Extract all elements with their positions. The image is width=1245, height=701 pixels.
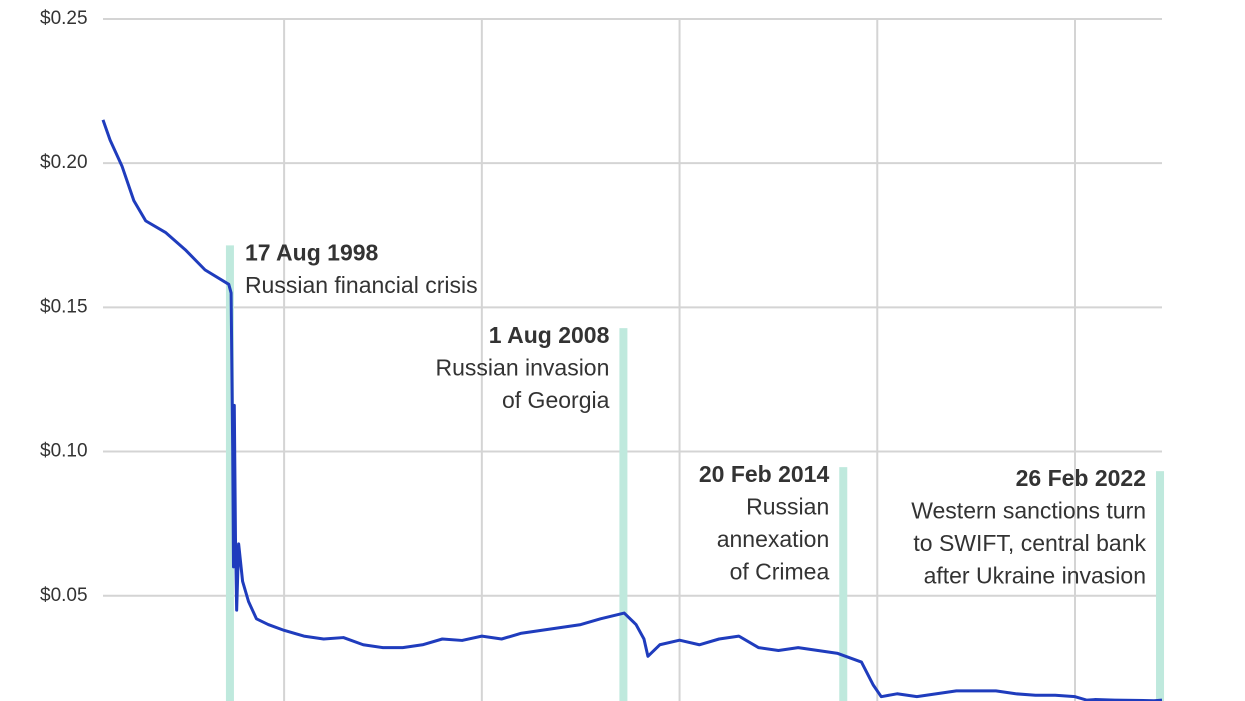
annotation-text: Russian financial crisis [245, 272, 478, 298]
y-tick-label: $0.25 [40, 8, 88, 29]
annotation-date: 26 Feb 2022 [1016, 465, 1146, 491]
annotation-text: Russian [746, 494, 829, 520]
annotation-text: annexation [717, 526, 830, 552]
annotation-bar [225, 245, 234, 701]
annotation-text: Russian invasion [436, 355, 610, 381]
y-tick-label: $0.15 [40, 296, 88, 317]
annotation-text: to SWIFT, central bank [913, 530, 1146, 556]
annotation-text: of Georgia [502, 387, 610, 413]
annotation-text: of Crimea [730, 559, 830, 585]
annotation-bar [1156, 471, 1165, 701]
y-tick-label: $0.20 [40, 152, 88, 173]
annotation-date: 17 Aug 1998 [245, 239, 379, 265]
annotation-bar [839, 467, 848, 701]
y-tick-label: $0.05 [40, 585, 88, 606]
annotation-text: after Ukraine invasion [924, 563, 1146, 589]
data-line [101, 119, 1163, 701]
annotation-text: Western sanctions turn [911, 498, 1146, 524]
y-tick-label: $0.10 [40, 441, 88, 462]
annotation-date: 1 Aug 2008 [489, 322, 610, 348]
annotation-date: 20 Feb 2014 [699, 461, 830, 487]
annotation-bar [619, 328, 628, 701]
